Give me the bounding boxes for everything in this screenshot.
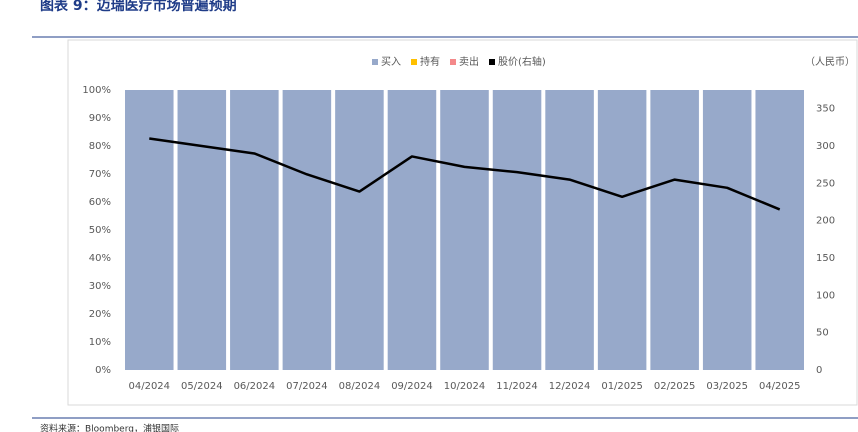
x-tick-label: 12/2024 xyxy=(549,381,591,392)
y-tick-label: 0% xyxy=(95,365,111,376)
bar xyxy=(335,90,384,370)
bar xyxy=(440,90,489,370)
bar xyxy=(492,90,542,370)
bar xyxy=(387,90,437,370)
legend-swatch xyxy=(489,59,495,65)
x-tick-label: 04/2025 xyxy=(759,381,801,392)
y-tick-label: 100% xyxy=(82,85,111,96)
y2-tick-label: 150 xyxy=(816,253,835,264)
y-tick-label: 80% xyxy=(89,141,111,152)
y-tick-label: 50% xyxy=(89,225,111,236)
x-tick-label: 11/2024 xyxy=(496,381,538,392)
legend-label: 持有 xyxy=(420,55,440,68)
y2-tick-label: 100 xyxy=(816,290,835,301)
legend-swatch xyxy=(450,59,456,65)
legend-swatch xyxy=(411,59,417,65)
legend-label: 买入 xyxy=(381,56,401,68)
x-tick-label: 10/2024 xyxy=(444,381,486,392)
legend-swatch xyxy=(372,59,378,65)
y2-tick-label: 50 xyxy=(816,328,829,339)
bar xyxy=(230,90,279,370)
y-tick-label: 20% xyxy=(89,309,111,320)
y2-axis-label: （人民币） xyxy=(805,56,855,68)
title: 图表 9：迈瑞医疗市场普遍预期 xyxy=(40,0,237,14)
y2-tick-label: 0 xyxy=(816,365,822,376)
legend-label: 股价(右轴) xyxy=(498,55,546,68)
x-tick-label: 09/2024 xyxy=(391,381,433,392)
y2-tick-label: 250 xyxy=(816,178,835,189)
x-tick-label: 07/2024 xyxy=(286,381,328,392)
chart-frame xyxy=(67,39,858,406)
bar xyxy=(177,90,227,370)
y2-tick-label: 350 xyxy=(816,104,835,115)
bar xyxy=(125,90,174,370)
source: 资料来源：Bloomberg，浦银国际 xyxy=(40,423,179,432)
y-tick-label: 30% xyxy=(89,281,111,292)
x-tick-label: 06/2024 xyxy=(234,381,276,392)
bar xyxy=(702,90,752,370)
price-line xyxy=(149,137,781,211)
x-tick-label: 01/2025 xyxy=(601,381,643,392)
bar xyxy=(755,90,804,370)
x-tick-label: 05/2024 xyxy=(181,381,223,392)
bar xyxy=(282,90,332,370)
y2-tick-label: 300 xyxy=(816,141,835,152)
x-tick-label: 04/2024 xyxy=(128,381,170,392)
y-tick-label: 90% xyxy=(89,113,111,124)
bar xyxy=(597,90,647,370)
legend-label: 卖出 xyxy=(459,55,479,68)
y-tick-label: 60% xyxy=(89,197,111,208)
bar xyxy=(650,90,699,370)
y-tick-label: 70% xyxy=(89,169,111,180)
y-tick-label: 40% xyxy=(89,253,111,264)
x-tick-label: 08/2024 xyxy=(339,381,381,392)
x-tick-label: 02/2025 xyxy=(654,381,696,392)
x-tick-label: 03/2025 xyxy=(706,381,748,392)
y2-tick-label: 200 xyxy=(816,216,835,227)
bar xyxy=(545,90,594,370)
y-tick-label: 10% xyxy=(89,337,111,348)
